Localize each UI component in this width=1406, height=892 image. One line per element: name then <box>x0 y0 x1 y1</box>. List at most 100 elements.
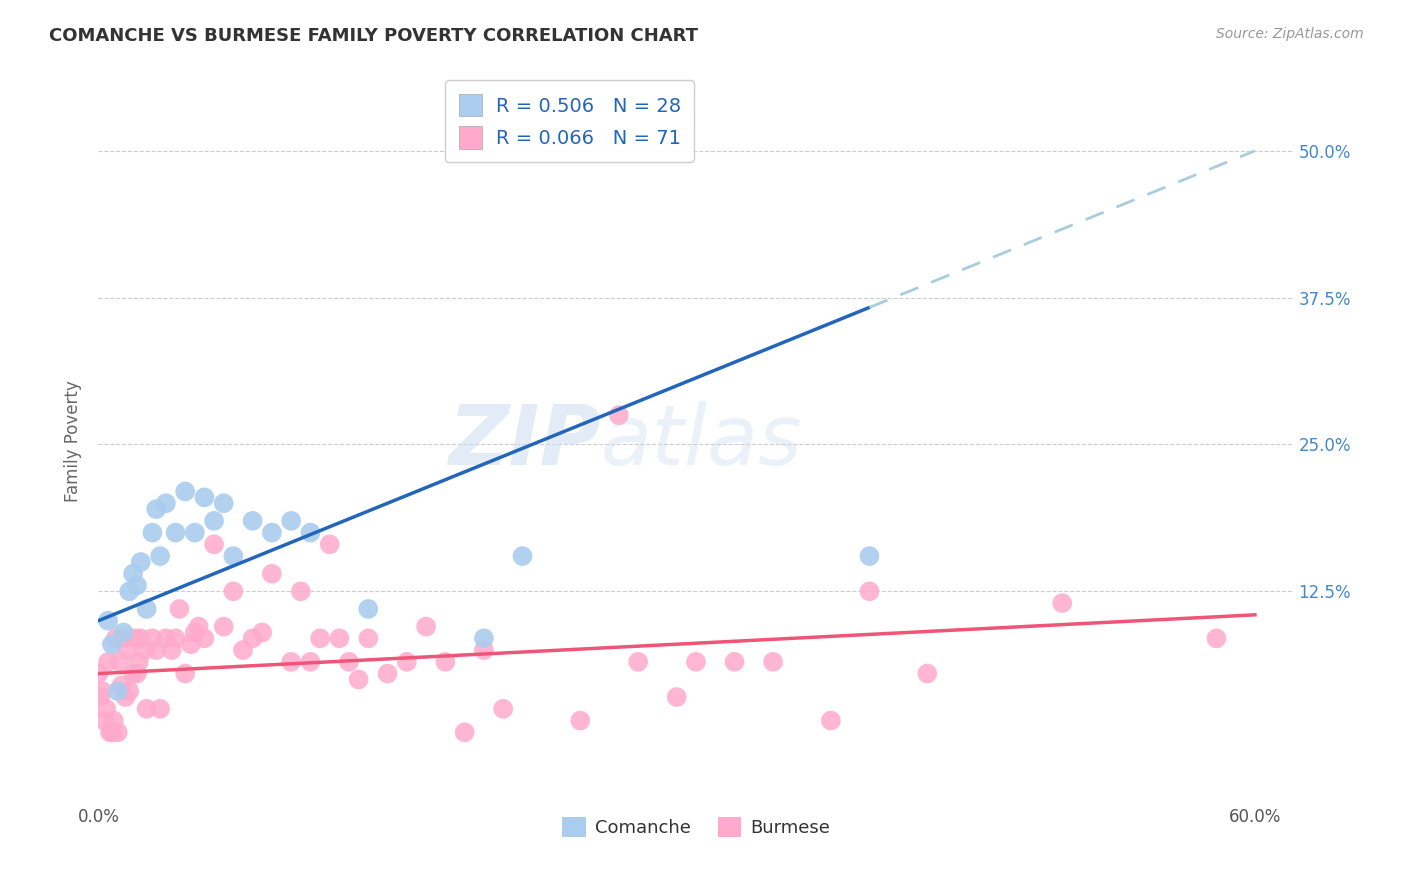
Point <box>117 643 139 657</box>
Point <box>129 632 152 646</box>
Point <box>184 625 207 640</box>
Point <box>155 632 177 646</box>
Point <box>165 525 187 540</box>
Point <box>260 566 283 581</box>
Point <box>104 632 127 646</box>
Point <box>141 525 163 540</box>
Point <box>242 632 264 646</box>
Point <box>165 632 187 646</box>
Point <box>395 655 418 669</box>
Point <box>820 714 842 728</box>
Point <box>193 491 215 505</box>
Point <box>299 655 322 669</box>
Point <box>184 525 207 540</box>
Point <box>512 549 534 563</box>
Y-axis label: Family Poverty: Family Poverty <box>65 381 83 502</box>
Point <box>472 632 495 646</box>
Point <box>125 666 148 681</box>
Point <box>212 496 235 510</box>
Point <box>122 566 145 581</box>
Point <box>160 643 183 657</box>
Legend: Comanche, Burmese: Comanche, Burmese <box>555 810 837 845</box>
Point <box>112 625 135 640</box>
Point <box>453 725 475 739</box>
Point <box>202 537 225 551</box>
Point <box>180 637 202 651</box>
Point <box>93 714 115 728</box>
Point <box>627 655 650 669</box>
Point <box>212 619 235 633</box>
Point <box>187 619 209 633</box>
Point <box>193 632 215 646</box>
Point <box>89 690 111 704</box>
Point <box>607 408 630 422</box>
Point <box>917 666 939 681</box>
Point <box>337 655 360 669</box>
Point <box>149 549 172 563</box>
Text: COMANCHE VS BURMESE FAMILY POVERTY CORRELATION CHART: COMANCHE VS BURMESE FAMILY POVERTY CORRE… <box>49 27 699 45</box>
Point <box>124 632 146 646</box>
Point <box>222 584 245 599</box>
Point <box>128 655 150 669</box>
Point <box>110 678 132 692</box>
Point <box>107 684 129 698</box>
Point <box>155 496 177 510</box>
Point <box>141 632 163 646</box>
Point <box>299 525 322 540</box>
Point <box>91 684 114 698</box>
Text: ZIP: ZIP <box>447 401 600 482</box>
Point <box>232 643 254 657</box>
Point <box>665 690 688 704</box>
Point <box>145 502 167 516</box>
Point <box>108 655 131 669</box>
Point <box>97 655 120 669</box>
Point <box>1205 632 1227 646</box>
Text: atlas: atlas <box>600 401 801 482</box>
Point <box>145 643 167 657</box>
Point <box>347 673 370 687</box>
Point <box>107 725 129 739</box>
Point <box>357 602 380 616</box>
Point <box>98 725 121 739</box>
Point <box>118 584 141 599</box>
Point <box>492 702 515 716</box>
Point <box>87 666 110 681</box>
Point <box>169 602 191 616</box>
Point <box>290 584 312 599</box>
Point <box>97 614 120 628</box>
Point <box>1050 596 1073 610</box>
Point <box>149 702 172 716</box>
Point <box>569 714 592 728</box>
Point <box>103 714 125 728</box>
Point <box>135 702 157 716</box>
Point <box>134 643 156 657</box>
Point <box>328 632 350 646</box>
Point <box>129 555 152 569</box>
Point <box>135 602 157 616</box>
Point <box>309 632 332 646</box>
Point <box>125 578 148 592</box>
Point <box>434 655 457 669</box>
Point <box>260 525 283 540</box>
Point <box>858 549 880 563</box>
Point <box>319 537 342 551</box>
Point <box>101 637 124 651</box>
Point <box>377 666 399 681</box>
Point <box>415 619 437 633</box>
Point <box>202 514 225 528</box>
Point <box>472 643 495 657</box>
Point <box>114 690 136 704</box>
Point <box>242 514 264 528</box>
Point <box>122 666 145 681</box>
Point <box>280 514 302 528</box>
Point <box>174 666 197 681</box>
Point <box>94 702 117 716</box>
Point <box>723 655 745 669</box>
Point <box>222 549 245 563</box>
Point <box>252 625 274 640</box>
Text: Source: ZipAtlas.com: Source: ZipAtlas.com <box>1216 27 1364 41</box>
Point <box>685 655 707 669</box>
Point <box>762 655 785 669</box>
Point <box>118 684 141 698</box>
Point <box>101 725 124 739</box>
